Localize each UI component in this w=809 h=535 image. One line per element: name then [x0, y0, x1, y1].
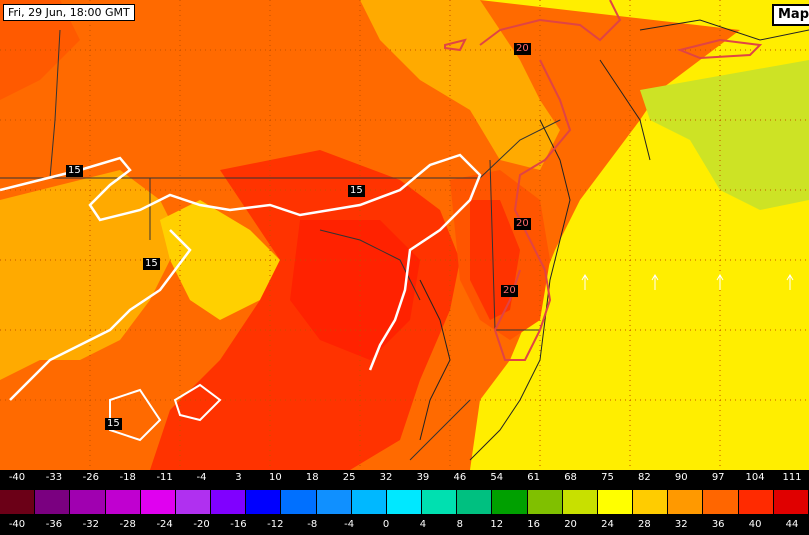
contour-label-15: 15 [105, 418, 122, 430]
color-swatch [386, 490, 423, 514]
color-swatch [0, 490, 36, 514]
fahrenheit-tick-label: 10 [268, 472, 282, 483]
fahrenheit-tick-label: 46 [453, 472, 467, 483]
color-swatch [246, 490, 282, 514]
contour-label-15: 15 [143, 258, 160, 270]
coastlines [419, 19, 809, 461]
color-swatches [0, 490, 809, 514]
fahrenheit-tick-label: -4 [196, 472, 207, 483]
celsius-tick-label: 28 [638, 519, 651, 530]
fahrenheit-tick-label: 82 [638, 472, 651, 483]
celsius-tick-label: -4 [344, 519, 355, 530]
contour-20-north [479, 0, 622, 46]
color-swatch [140, 490, 176, 514]
contour-20-loop-east [676, 38, 763, 60]
color-swatch [633, 490, 669, 514]
fahrenheit-scale: -40 -33 -26 -18 -11 -4 3 10 18 25 32 39 46 54 61 68 75 82… [0, 471, 809, 485]
celsius-tick-label: 0 [382, 519, 390, 530]
celsius-tick-label: 20 [564, 519, 577, 530]
color-swatch [773, 490, 809, 514]
contour-20-delaware [493, 59, 572, 361]
contour-label-20: 20 [501, 285, 518, 297]
wind-arrows [581, 274, 794, 290]
celsius-tick-label: 32 [674, 519, 688, 530]
celsius-tick-label: 40 [748, 519, 762, 530]
celsius-tick-label: -40 [8, 519, 26, 530]
color-swatch [211, 490, 247, 514]
fahrenheit-tick-label: 25 [342, 472, 356, 483]
fahrenheit-tick-label: 68 [564, 472, 577, 483]
fahrenheit-tick-label: 32 [379, 472, 393, 483]
map-canvas [0, 0, 809, 470]
color-swatch [492, 490, 528, 514]
celsius-tick-label: -36 [45, 519, 63, 530]
color-swatch [175, 490, 212, 514]
color-swatch [105, 490, 141, 514]
contour-15-main [0, 153, 482, 371]
temperature-map[interactable]: Fri, 29 Jun, 18:00 GMT Map 15 15 15 15 2… [0, 0, 809, 470]
map-button[interactable]: Map [771, 4, 809, 26]
celsius-tick-label: 4 [419, 519, 427, 530]
contour-20-loop [444, 38, 467, 52]
valid-time-label: Fri, 29 Jun, 18:00 GMT [3, 4, 135, 21]
color-swatch [351, 490, 387, 514]
region-hot-core [290, 220, 420, 360]
celsius-tick-label: -16 [230, 519, 247, 530]
lat-lon-grid [0, 0, 809, 470]
color-swatch [562, 490, 598, 514]
celsius-tick-label: -20 [193, 519, 210, 530]
region-yellow-green [640, 60, 809, 210]
fahrenheit-tick-label: 111 [782, 472, 802, 483]
fahrenheit-tick-label: -40 [8, 472, 26, 483]
celsius-tick-label: -28 [119, 519, 136, 530]
contour-label-15: 15 [66, 165, 83, 177]
contour-15-loop-south2 [173, 383, 222, 422]
color-swatch [35, 490, 71, 514]
celsius-tick-label: 24 [601, 519, 614, 530]
region-light-orange-north [360, 0, 560, 170]
celsius-tick-label: 36 [711, 519, 725, 530]
fahrenheit-tick-label: 104 [745, 472, 765, 483]
fahrenheit-tick-label: 3 [235, 472, 242, 483]
celsius-tick-label: -12 [267, 519, 284, 530]
celsius-tick-label: -8 [307, 519, 318, 530]
celsius-tick-label: -24 [156, 519, 173, 530]
fahrenheit-tick-label: -26 [82, 472, 99, 483]
fahrenheit-tick-label: -11 [156, 472, 173, 483]
fahrenheit-tick-label: 61 [527, 472, 541, 483]
fahrenheit-tick-label: 18 [305, 472, 319, 483]
contour-label-15: 15 [348, 185, 365, 197]
celsius-tick-label: 12 [490, 519, 504, 530]
color-swatch [281, 490, 317, 514]
celsius-tick-label: 16 [527, 519, 541, 530]
color-scale-legend: -40 -33 -26 -18 -11 -4 3 10 18 25 32 39 46 54 61 68 75 82… [0, 470, 809, 535]
fahrenheit-tick-label: 97 [711, 472, 725, 483]
fahrenheit-tick-label: 54 [490, 472, 504, 483]
contour-15-west [9, 229, 192, 401]
color-swatch [738, 490, 774, 514]
color-swatch [668, 490, 704, 514]
color-swatch [527, 490, 563, 514]
color-swatch [597, 490, 634, 514]
state-borders [0, 29, 561, 461]
fahrenheit-tick-label: -33 [45, 472, 63, 483]
color-swatch [457, 490, 493, 514]
color-swatch [316, 490, 352, 514]
color-swatch [703, 490, 739, 514]
celsius-tick-label: -32 [82, 519, 99, 530]
fahrenheit-tick-label: 75 [601, 472, 614, 483]
contour-label-20: 20 [514, 43, 531, 55]
fahrenheit-tick-label: 90 [674, 472, 688, 483]
celsius-scale: -40 -36 -32 -28 -24 -20 -16 -12 -8 -4 0 4 8 12 16 20 24 2… [0, 518, 809, 532]
fahrenheit-tick-label: 39 [416, 472, 430, 483]
fahrenheit-tick-label: -18 [119, 472, 136, 483]
color-swatch [70, 490, 106, 514]
contour-label-20: 20 [514, 218, 531, 230]
color-swatch [422, 490, 458, 514]
celsius-tick-label: 8 [456, 519, 464, 530]
celsius-tick-label: 44 [785, 519, 799, 530]
